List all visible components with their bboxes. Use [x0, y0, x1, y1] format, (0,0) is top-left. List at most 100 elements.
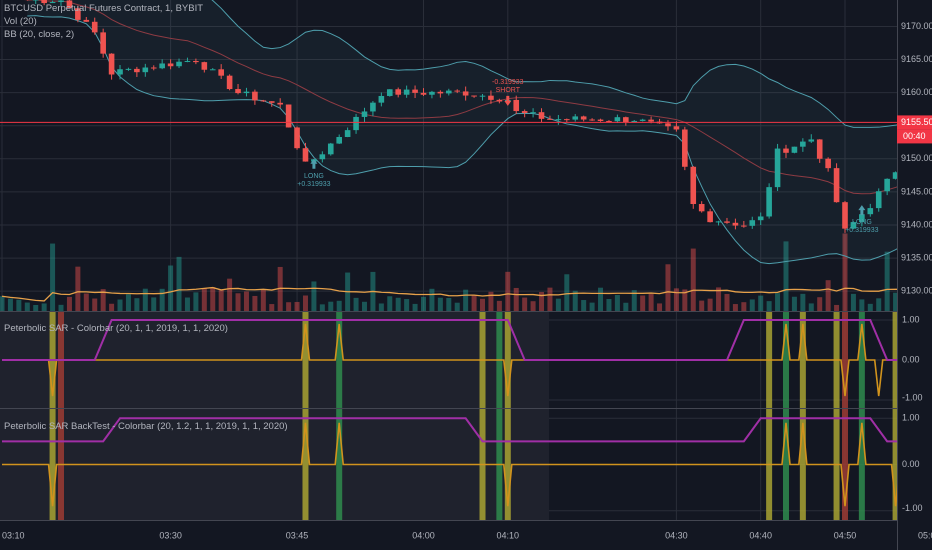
candle-body-91 — [791, 146, 798, 153]
volume-bar-52 — [437, 297, 443, 311]
candle-88 — [766, 183, 772, 219]
sar-backtest-legend[interactable]: Peterbolic SAR BackTest - Colorbar (20, … — [4, 420, 288, 433]
countdown-label: 00:40 — [903, 131, 926, 141]
candle-body-86 — [749, 220, 756, 226]
volume-bar-48 — [404, 299, 410, 311]
time-tick-label[interactable]: 04:40 — [749, 530, 772, 540]
time-axis[interactable]: 03:10 03:30 03:45 04:00 04:10 04:30 04:40 04:50… — [2, 530, 932, 540]
volume-bar-96 — [808, 303, 814, 311]
candle-56 — [496, 98, 503, 104]
volume-bar-94 — [791, 296, 797, 311]
volume-bar-40 — [336, 300, 342, 311]
bb-fill — [27, 0, 932, 264]
symbol-title[interactable]: BTCUSD Perpetual Futures Contract, 1, BY… — [4, 3, 204, 14]
candle-body-52 — [462, 91, 469, 96]
time-tick-label[interactable]: 03:45 — [286, 530, 309, 540]
candle-80 — [698, 201, 705, 213]
volume-bar-80 — [673, 288, 679, 311]
candle-92 — [800, 138, 806, 152]
volume-bar-34 — [286, 302, 292, 311]
candle-body-5 — [66, 0, 73, 9]
candle-52 — [462, 86, 469, 101]
candle-30 — [277, 98, 283, 108]
candle-body-88 — [766, 187, 772, 217]
candle-79 — [690, 165, 697, 209]
candle-body-30 — [277, 102, 283, 105]
sar-colorbar-1 — [58, 312, 65, 520]
time-tick-label[interactable]: 04:10 — [497, 530, 520, 540]
bb-indicator-label[interactable]: BB (20, close, 2) — [4, 29, 75, 40]
candle-8 — [91, 17, 98, 35]
candle-35 — [319, 151, 326, 163]
sar-colorbar-title[interactable]: Peterbolic SAR - Colorbar (20, 1, 1, 201… — [4, 323, 228, 334]
candle-13 — [134, 66, 140, 77]
candle-53 — [471, 95, 477, 98]
candle-body-69 — [606, 120, 612, 122]
candle-9 — [100, 28, 106, 58]
candle-body-39 — [353, 116, 359, 131]
sar-colorbar-5 — [496, 312, 503, 520]
volume-bar-83 — [699, 300, 705, 311]
volume-bar-38 — [319, 304, 325, 311]
candle-body-53 — [471, 95, 477, 97]
candle-0 — [24, 0, 31, 1]
sar-colorbar-legend[interactable]: Peterbolic SAR - Colorbar (20, 1, 1, 201… — [4, 322, 228, 335]
candle-body-46 — [412, 89, 418, 93]
last-price-badge[interactable] — [897, 115, 932, 130]
time-tick-label[interactable]: 04:00 — [412, 530, 435, 540]
candle-14 — [142, 63, 149, 77]
volume-bar-0 — [0, 296, 5, 311]
pane-separators[interactable] — [0, 311, 932, 521]
candle-body-83 — [724, 221, 730, 223]
time-tick-label[interactable]: 04:50 — [834, 530, 857, 540]
candle-65 — [572, 114, 579, 122]
candle-body-99 — [859, 214, 865, 223]
candle-body-25 — [235, 89, 241, 94]
candle-body-32 — [294, 127, 300, 149]
time-tick-label[interactable]: 04:30 — [665, 530, 688, 540]
candle-body-12 — [125, 68, 132, 70]
candle-11 — [117, 65, 123, 80]
volume-indicator-label[interactable]: Vol (20) — [4, 16, 37, 27]
sar-colorbar-10 — [833, 312, 840, 520]
volume-bar-102 — [859, 299, 865, 311]
time-tick-label[interactable]: 03:10 — [2, 530, 25, 540]
bb-upper-line — [211, 0, 932, 128]
candle-102 — [884, 178, 890, 196]
volume-bar-22 — [184, 297, 190, 311]
price-axis[interactable]: 9130.00 9135.00 9140.00 9145.00 9150.00 9155.… — [897, 0, 932, 550]
candle-body-65 — [572, 116, 579, 120]
candle-48 — [429, 90, 435, 99]
volume-bar-59 — [496, 300, 502, 311]
sar-tick-label-pane2: 0.00 — [902, 354, 920, 364]
volume-bar-51 — [429, 288, 435, 311]
last-price-label[interactable]: 9155.50 — [901, 117, 932, 127]
candle-body-50 — [445, 90, 452, 94]
volume-bar-4 — [33, 304, 39, 311]
volume-bar-29 — [243, 291, 249, 311]
volume-bar-10 — [83, 293, 89, 311]
candle-body-21 — [201, 62, 208, 70]
candle-2 — [41, 0, 47, 6]
candle-body-81 — [707, 211, 713, 223]
volume-bar-23 — [193, 292, 199, 311]
volume-bar-46 — [387, 296, 393, 311]
candle-3 — [49, 0, 56, 4]
volume-bar-77 — [648, 294, 654, 311]
candle-body-11 — [117, 69, 123, 75]
volume-bar-73 — [614, 294, 620, 311]
candle-70 — [614, 114, 621, 123]
main-legend: BTCUSD Perpetual Futures Contract, 1, BY… — [4, 2, 203, 41]
candle-39 — [353, 113, 359, 134]
volume-bar-79 — [665, 264, 671, 311]
volume-bar-100 — [842, 233, 848, 311]
volume-bar-82 — [690, 248, 696, 311]
time-tick-label[interactable]: 05:00 — [918, 530, 932, 540]
volume-bar-97 — [817, 297, 823, 311]
candle-97 — [842, 201, 848, 233]
volume-bar-25 — [210, 287, 216, 311]
time-tick-label[interactable]: 03:30 — [159, 530, 182, 540]
sar-backtest-title[interactable]: Peterbolic SAR BackTest - Colorbar (20, … — [4, 421, 288, 432]
